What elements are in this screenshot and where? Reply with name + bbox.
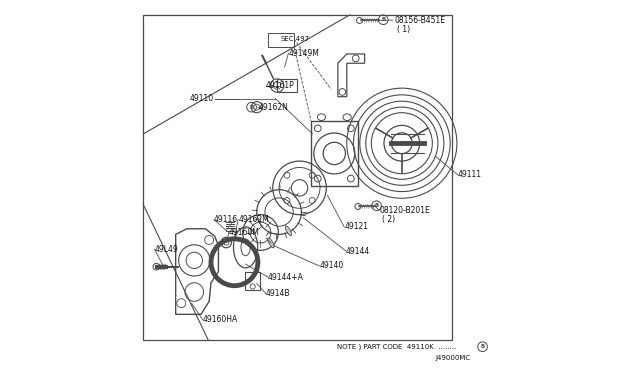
Text: 49149M: 49149M [289, 49, 319, 58]
Text: 49144+A: 49144+A [268, 273, 304, 282]
Text: SEC.497: SEC.497 [281, 36, 310, 42]
Text: 49121: 49121 [344, 222, 368, 231]
Text: B: B [481, 344, 484, 349]
Text: 49160M: 49160M [229, 228, 260, 237]
Text: B: B [374, 203, 379, 208]
Text: B: B [381, 17, 385, 22]
Text: 49162N: 49162N [259, 103, 289, 112]
Text: 49L49: 49L49 [154, 245, 178, 254]
Text: 49144: 49144 [346, 247, 371, 256]
Text: 49162M: 49162M [238, 215, 269, 224]
Ellipse shape [268, 238, 274, 248]
Ellipse shape [285, 226, 292, 235]
Text: 49160HA: 49160HA [203, 315, 238, 324]
Text: NOTE ) PART CODE  49110K  ........: NOTE ) PART CODE 49110K ........ [337, 343, 456, 350]
Text: 4914B: 4914B [266, 289, 291, 298]
Text: B: B [250, 105, 253, 110]
Text: 49116: 49116 [214, 215, 238, 224]
Text: ( 1): ( 1) [397, 25, 410, 33]
Text: J49000MC: J49000MC [435, 355, 470, 361]
Text: 08156-B451E: 08156-B451E [394, 16, 445, 25]
Text: 49110: 49110 [190, 94, 214, 103]
Text: 49161P: 49161P [266, 81, 295, 90]
Text: ( 2): ( 2) [383, 215, 396, 224]
Text: 49140: 49140 [319, 262, 344, 270]
Text: 08120-B201E: 08120-B201E [380, 206, 430, 215]
Text: 49111: 49111 [458, 170, 482, 179]
